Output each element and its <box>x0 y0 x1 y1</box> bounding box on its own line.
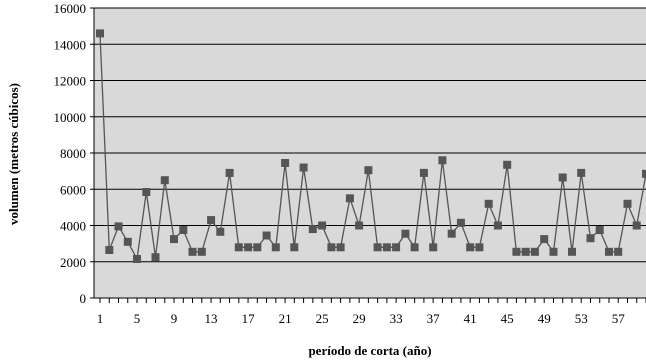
x-tick-label: 13 <box>205 311 218 326</box>
y-tick-label: 16000 <box>54 1 87 16</box>
y-tick-label: 14000 <box>54 37 87 52</box>
y-tick-label: 12000 <box>54 74 87 89</box>
data-point <box>568 247 576 256</box>
data-point <box>447 229 456 238</box>
data-point <box>151 253 160 262</box>
y-tick-label: 0 <box>80 291 87 306</box>
data-point <box>410 243 419 252</box>
y-axis-title: volumen (metros cúbicos) <box>6 83 21 225</box>
data-point <box>540 235 549 244</box>
data-point <box>216 227 225 236</box>
data-point <box>299 163 308 172</box>
data-point <box>364 166 373 175</box>
y-tick-label: 4000 <box>60 219 86 234</box>
x-tick-label: 45 <box>501 311 514 326</box>
data-point <box>142 188 151 196</box>
data-point <box>133 255 141 263</box>
data-point <box>382 243 391 252</box>
data-point <box>96 29 104 38</box>
data-point <box>179 226 188 234</box>
data-point <box>623 199 632 208</box>
x-tick-label: 53 <box>575 311 588 326</box>
data-point <box>549 247 558 256</box>
x-tick-label: 5 <box>134 311 141 326</box>
data-point <box>271 243 280 252</box>
data-point <box>207 216 216 225</box>
data-point <box>318 221 327 230</box>
x-tick-label: 25 <box>316 311 329 326</box>
data-point <box>392 243 401 252</box>
y-tick-labels: 0 2000 4000 6000 8000 10000 12000 14000 16000 <box>54 1 87 306</box>
y-tick-label: 6000 <box>60 182 86 197</box>
data-point <box>160 176 169 185</box>
x-axis-title: período de corta (año) <box>308 343 431 358</box>
data-point <box>170 235 178 244</box>
data-point <box>345 194 354 203</box>
data-point <box>244 243 253 252</box>
data-point <box>308 225 317 234</box>
data-point <box>558 173 567 182</box>
data-point <box>281 159 290 167</box>
data-point <box>493 221 502 230</box>
axes <box>90 7 646 303</box>
data-point <box>355 221 364 230</box>
series <box>96 29 646 263</box>
gridlines <box>94 7 646 263</box>
data-point <box>466 243 475 252</box>
y-tick-label: 8000 <box>60 146 86 161</box>
data-point <box>429 243 438 252</box>
data-point <box>114 222 123 231</box>
data-point <box>373 243 382 252</box>
data-point <box>234 243 243 252</box>
data-point <box>456 218 465 227</box>
data-point <box>401 229 410 238</box>
x-tick-label: 9 <box>171 311 178 326</box>
data-point <box>253 243 262 252</box>
data-point <box>438 156 447 165</box>
data-point <box>484 199 493 208</box>
x-tick-label: 1 <box>97 311 104 326</box>
x-tick-label: 41 <box>464 311 477 326</box>
data-point <box>586 234 595 243</box>
data-point <box>595 226 604 234</box>
x-tick-label: 57 <box>612 311 626 326</box>
data-point <box>290 243 299 252</box>
data-point <box>521 247 530 256</box>
x-tick-labels: 1 5 9 13 17 21 25 29 33 37 41 45 49 53 57 <box>97 311 625 326</box>
data-point <box>327 243 336 252</box>
data-point <box>105 246 114 254</box>
y-tick-label: 2000 <box>60 255 86 270</box>
data-point <box>262 231 271 240</box>
data-point <box>123 237 132 246</box>
x-tick-label: 33 <box>390 311 403 326</box>
data-point <box>512 247 521 256</box>
data-point <box>605 247 613 256</box>
x-tick-label: 21 <box>279 311 292 326</box>
data-point <box>197 247 206 256</box>
x-tick-label: 29 <box>353 311 366 326</box>
data-point <box>225 168 234 177</box>
data-point <box>614 247 623 256</box>
data-point <box>188 247 197 256</box>
data-point <box>419 168 428 177</box>
data-point <box>642 169 646 178</box>
y-tick-label: 10000 <box>54 110 87 125</box>
x-tick-label: 49 <box>538 311 551 326</box>
data-point <box>475 243 484 252</box>
x-tick-label: 17 <box>242 311 256 326</box>
data-point <box>632 221 641 230</box>
data-point <box>336 243 345 252</box>
data-point <box>503 160 512 169</box>
x-tick-label: 37 <box>427 311 441 326</box>
data-point <box>577 168 586 177</box>
data-point <box>530 247 539 256</box>
